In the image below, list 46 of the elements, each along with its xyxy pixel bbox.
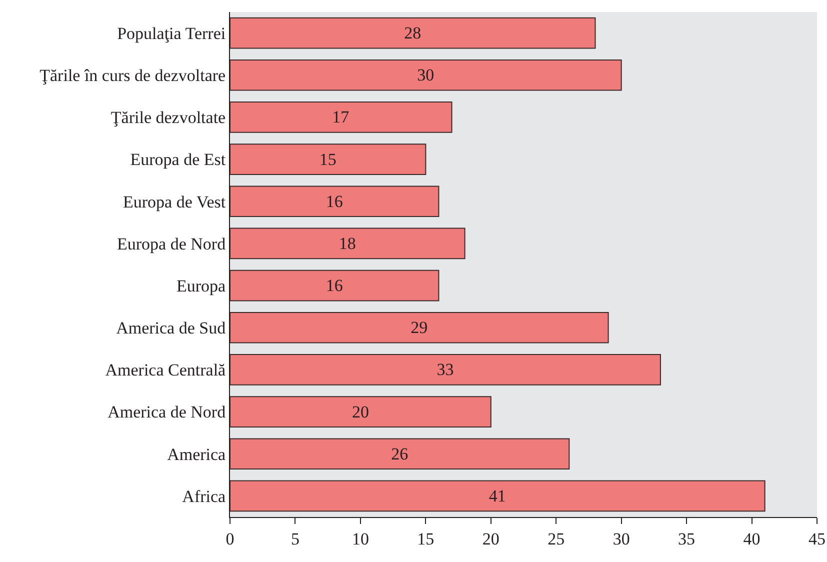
bar (230, 438, 570, 470)
data-label: 17 (332, 108, 350, 127)
x-tick-label: 15 (417, 529, 434, 548)
y-tick-label: America de Nord (108, 402, 226, 422)
y-tick-label: Ţările în curs de dezvoltare (40, 66, 226, 86)
x-tick-label: 10 (352, 529, 369, 548)
y-tick-label: Populaţia Terrei (117, 24, 226, 43)
data-label: 29 (410, 318, 428, 338)
bar (230, 312, 609, 344)
bar (230, 396, 492, 428)
y-tick-label: Europa (176, 276, 226, 296)
x-tick-label: 30 (612, 529, 630, 548)
x-tick-label: 25 (548, 529, 565, 548)
data-label: 41 (488, 486, 506, 506)
x-tick-label: 5 (290, 529, 300, 548)
bar (230, 186, 440, 218)
bar (230, 270, 440, 302)
data-label: 16 (326, 276, 343, 296)
data-label: 18 (338, 234, 356, 253)
x-tick-label: 20 (482, 529, 500, 548)
bar (230, 59, 622, 91)
bar (230, 17, 596, 49)
y-tick-label: Ţările dezvoltate (110, 108, 226, 128)
x-tick-label: 40 (743, 529, 760, 548)
data-label: 33 (436, 360, 454, 380)
bar (230, 354, 661, 386)
y-tick-label: America Centrală (105, 360, 226, 380)
y-tick-label: Europa de Est (130, 150, 226, 170)
data-label: 20 (352, 402, 369, 422)
bar (230, 144, 426, 175)
x-tick-label: 35 (678, 529, 696, 548)
bar (230, 480, 766, 512)
bar (230, 228, 466, 260)
data-label: 28 (404, 24, 422, 43)
y-tick-label: Europa de Nord (117, 234, 226, 254)
x-tick-label: 0 (226, 529, 234, 548)
y-tick-label: Africa (182, 486, 226, 506)
y-tick-label: America (167, 444, 226, 464)
data-label: 26 (391, 444, 408, 464)
x-tick-label: 45 (808, 529, 826, 548)
y-tick-label: Europa de Vest (122, 192, 226, 212)
data-label: 30 (417, 66, 434, 85)
y-tick-label: America de Sud (116, 318, 226, 338)
bar (230, 102, 452, 133)
data-label: 16 (326, 192, 343, 211)
data-label: 15 (319, 150, 336, 169)
